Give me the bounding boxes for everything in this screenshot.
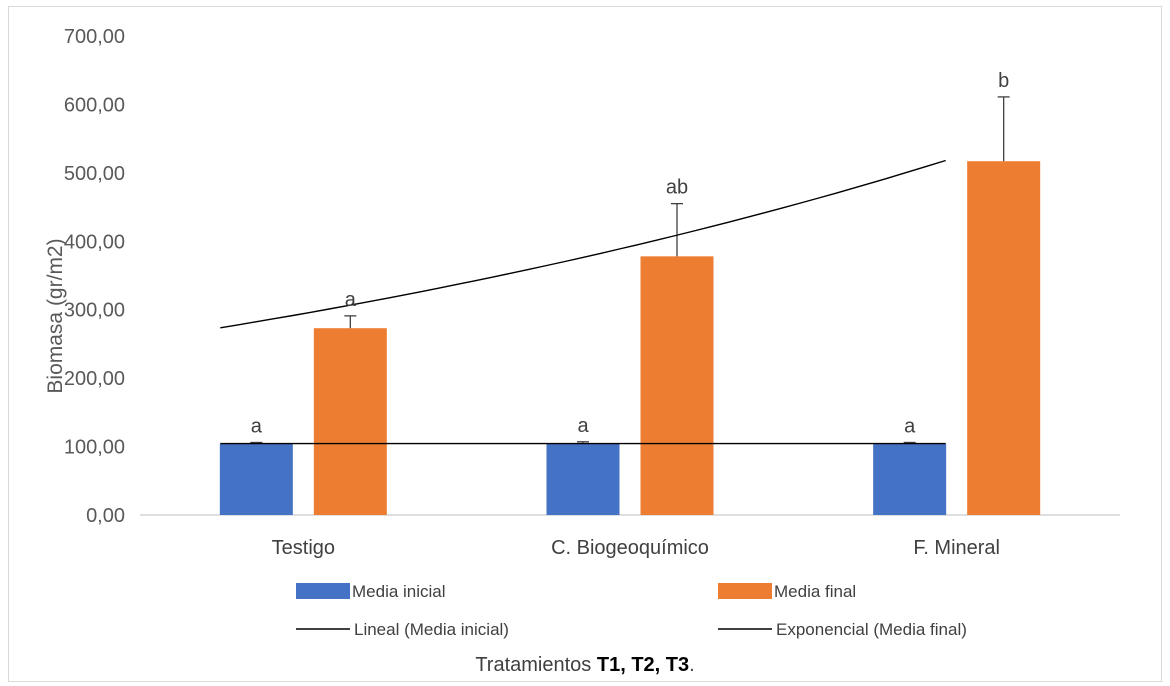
y-axis-ticks: 0,00 100,00 200,00 300,00 400,00 500,00 600,00… — [64, 26, 125, 527]
trendlines — [220, 159, 946, 445]
x-axis-title-treatments: T1, T2, T3 — [597, 654, 689, 676]
legend-entry: Media inicial — [352, 582, 446, 601]
y-axis-label: Biomasa (gr/m2) — [44, 238, 67, 393]
bar-significance-label: b — [998, 70, 1009, 92]
bar-significance-label: ab — [666, 177, 688, 199]
y-tick-label: 600,00 — [64, 94, 125, 116]
x-tick-label: F. Mineral — [913, 537, 1000, 559]
y-tick-label: 300,00 — [64, 300, 125, 322]
bar-media-inicial — [873, 443, 947, 515]
bar-significance-label: a — [345, 289, 357, 311]
legend-swatch — [718, 583, 772, 599]
legend-entry: Exponencial (Media final) — [776, 620, 967, 639]
bar-significance-label: a — [904, 415, 916, 437]
chart-frame — [8, 6, 1162, 682]
x-axis-categories: Testigo C. Biogeoquímico F. Mineral — [272, 537, 1000, 559]
bar-significance-label: a — [251, 415, 263, 437]
y-tick-label: 0,00 — [86, 505, 125, 527]
x-axis-title-prefix: Tratamientos — [475, 654, 597, 676]
bar-media-final — [967, 161, 1041, 515]
x-axis-title: Tratamientos T1, T2, T3. — [475, 654, 694, 676]
bar-media-inicial — [546, 443, 620, 515]
y-tick-label: 700,00 — [64, 26, 125, 48]
bar-significance-label: a — [577, 415, 589, 437]
bar-media-final — [640, 256, 714, 515]
x-axis-title-suffix: . — [689, 654, 695, 676]
legend: Media inicial Media final Lineal (Media in… — [296, 582, 967, 639]
x-tick-label: C. Biogeoquímico — [551, 537, 709, 559]
bar-media-final — [313, 328, 387, 515]
bar-media-inicial — [219, 443, 293, 515]
bars — [219, 161, 1041, 515]
gridlines — [140, 35, 1120, 516]
y-tick-label: 200,00 — [64, 368, 125, 390]
y-tick-label: 100,00 — [64, 437, 125, 459]
x-tick-label: Testigo — [272, 537, 335, 559]
y-tick-label: 500,00 — [64, 163, 125, 185]
legend-entry: Lineal (Media inicial) — [354, 620, 509, 639]
legend-entry: Media final — [774, 582, 856, 601]
legend-swatch — [296, 583, 350, 599]
y-tick-label: 400,00 — [64, 231, 125, 253]
trendline-exponential — [220, 159, 946, 329]
